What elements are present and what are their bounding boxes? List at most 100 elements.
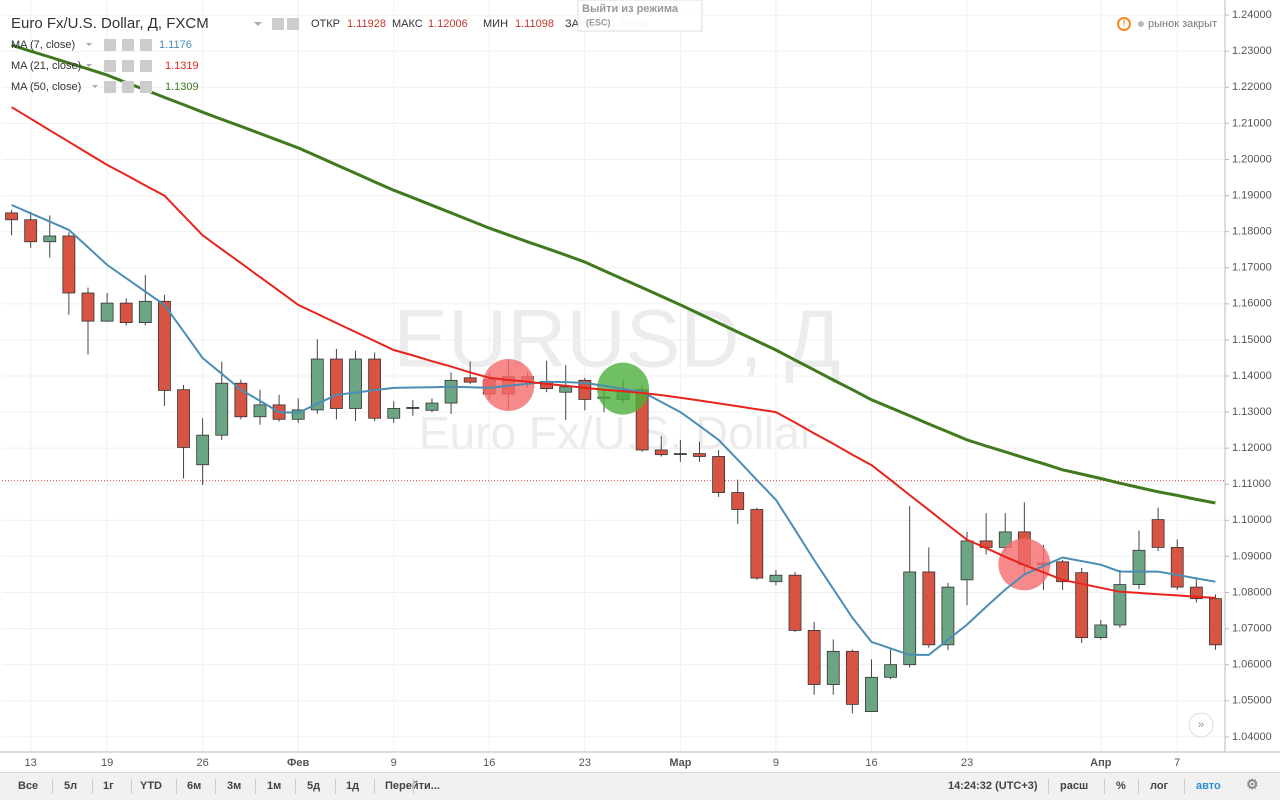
legend-label[interactable]: MA (50, close) (11, 81, 81, 93)
settings-icon[interactable] (272, 18, 284, 30)
warning-mark: ! (1123, 18, 1126, 28)
candle-body (960, 540, 974, 581)
candle-body (578, 379, 592, 400)
y-tick-label: 1.13000 (1232, 406, 1272, 418)
range-button[interactable]: Все (18, 780, 39, 792)
separator (295, 779, 296, 794)
candle-body (1189, 586, 1203, 600)
price-axis: 1.24000 1.23000 1.22000 1.21000 1.20000 1.190… (1225, 9, 1272, 743)
x-tick-label: 26 (197, 757, 209, 769)
candle-body (1132, 549, 1146, 585)
moving-average-line (11, 106, 1216, 599)
legend-icon[interactable] (122, 81, 134, 93)
tooltip-text: Выйти из режима (582, 3, 679, 15)
legend-icon[interactable] (140, 39, 152, 51)
candle-body (731, 492, 745, 510)
legend-icon[interactable] (122, 60, 134, 72)
moving-average-line (11, 204, 1216, 656)
scroll-button[interactable] (1188, 712, 1214, 738)
legend-label[interactable]: MA (21, close) (11, 60, 81, 72)
x-tick-label: 16 (483, 757, 495, 769)
candle-body (119, 302, 133, 323)
range-button[interactable]: 5д (307, 780, 321, 792)
legend-icon[interactable] (122, 39, 134, 51)
range-button[interactable]: 1д (346, 780, 360, 792)
scroll-icon: » (1198, 717, 1205, 731)
separator (1104, 779, 1105, 794)
x-tick-label: 13 (25, 757, 37, 769)
tooltip-box[interactable] (577, 0, 703, 32)
candle-body (654, 449, 668, 456)
legend-icon[interactable] (104, 81, 116, 93)
candle-body (291, 409, 305, 420)
candle-body (1094, 624, 1108, 639)
candle-body (100, 302, 114, 322)
legend-icon[interactable] (104, 39, 116, 51)
x-tick-label: 7 (1174, 757, 1180, 769)
x-tick-label: 23 (961, 757, 973, 769)
separator (1184, 779, 1185, 794)
y-tick-label: 1.07000 (1232, 622, 1272, 634)
plot (2, 43, 1225, 714)
y-tick-label: 1.04000 (1232, 731, 1272, 743)
dropdown-arrow[interactable] (254, 22, 262, 26)
range-button[interactable]: YTD (140, 780, 162, 792)
y-tick-label: 1.17000 (1232, 262, 1272, 274)
y-tick-label: 1.18000 (1232, 226, 1272, 238)
candle-body (845, 650, 859, 705)
candle-body (158, 300, 171, 391)
candle-body (5, 212, 18, 221)
y-tick-label: 1.20000 (1232, 153, 1272, 165)
option-button[interactable]: % (1116, 780, 1126, 792)
candle-body (387, 408, 401, 419)
candle-body (463, 377, 477, 383)
candle-body (673, 453, 687, 455)
legend-value: 1.1319 (165, 60, 199, 72)
option-button[interactable]: лог (1150, 780, 1169, 792)
legend-label[interactable]: MA (7, close) (11, 39, 75, 51)
option-button[interactable]: авто (1196, 780, 1221, 792)
range-button[interactable]: 1г (103, 780, 114, 792)
y-tick-label: 1.12000 (1232, 442, 1272, 454)
candle-body (349, 358, 362, 409)
range-button[interactable]: 6м (187, 780, 202, 792)
range-button[interactable]: 1м (267, 780, 282, 792)
legend-dropdown[interactable] (86, 43, 92, 46)
legend-icon[interactable] (104, 60, 116, 72)
separator (374, 779, 375, 794)
candle-body (62, 235, 76, 294)
watermark: EURUSD, Д Euro Fx/U.S. Dollar (393, 294, 840, 460)
format-icon[interactable] (287, 18, 299, 30)
option-button[interactable]: расш (1060, 780, 1089, 792)
legend-icon[interactable] (140, 81, 152, 93)
legend-icon[interactable] (140, 60, 152, 72)
settings-gear[interactable]: ⚙ (1246, 776, 1259, 792)
candle-body (1113, 584, 1127, 626)
x-tick-label: Мар (669, 757, 691, 769)
range-button[interactable]: 5л (64, 780, 78, 792)
y-tick-label: 1.11000 (1232, 478, 1271, 490)
legend-value: 1.1309 (165, 81, 199, 93)
y-tick-label: 1.19000 (1232, 189, 1272, 201)
candle-body (196, 434, 210, 466)
x-tick-label: 19 (101, 757, 113, 769)
overlay: Euro Fx/U.S. Dollar, Д, FXCM ОТКР 1.11928… (11, 0, 1217, 738)
separator (1138, 779, 1139, 794)
candle-body (444, 379, 458, 404)
candle-body (769, 574, 783, 583)
x-tick-label: 16 (865, 757, 877, 769)
stat-value: 1.11098 (515, 18, 554, 30)
legend-dropdown[interactable] (92, 85, 98, 88)
candle-body (234, 382, 248, 418)
separator (52, 779, 53, 794)
candle-body (24, 219, 38, 243)
legend-dropdown[interactable] (86, 64, 92, 67)
candle-body (215, 382, 229, 436)
separator (413, 779, 414, 794)
range-button[interactable]: Перейти... (385, 779, 440, 793)
x-tick-label: Апр (1090, 757, 1112, 769)
warning-icon[interactable] (1117, 17, 1131, 31)
candle-body (903, 571, 917, 666)
range-button[interactable]: 3м (227, 780, 242, 792)
